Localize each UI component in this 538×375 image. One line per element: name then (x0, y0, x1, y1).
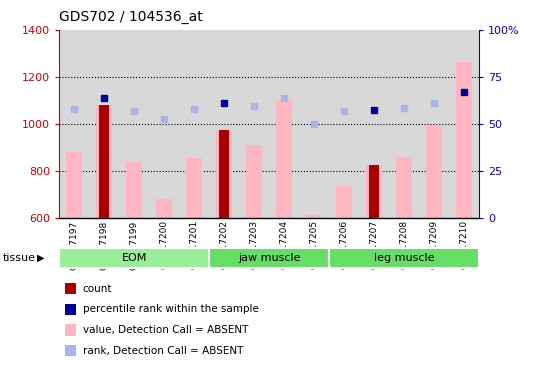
Bar (336, 186, 352, 218)
Text: leg muscle: leg muscle (373, 253, 434, 263)
Text: ▶: ▶ (37, 253, 44, 263)
Bar (89, 30, 119, 217)
Text: GDS702 / 104536_at: GDS702 / 104536_at (59, 10, 203, 24)
Bar (449, 30, 479, 217)
Bar (306, 215, 322, 217)
Bar (66, 152, 82, 217)
Bar (156, 199, 172, 217)
Text: count: count (83, 284, 112, 294)
Bar (389, 30, 419, 217)
Bar (99, 105, 109, 218)
Text: rank, Detection Call = ABSENT: rank, Detection Call = ABSENT (83, 346, 243, 355)
Bar (359, 30, 389, 217)
Bar (329, 248, 479, 268)
Bar (209, 248, 329, 268)
Bar (329, 30, 359, 217)
Bar (96, 105, 112, 218)
Text: percentile rank within the sample: percentile rank within the sample (83, 304, 259, 314)
Bar (149, 30, 179, 217)
Text: jaw muscle: jaw muscle (238, 253, 300, 263)
Bar (239, 30, 269, 217)
Bar (366, 165, 382, 218)
Bar (179, 30, 209, 217)
Text: tissue: tissue (3, 253, 36, 263)
Text: value, Detection Call = ABSENT: value, Detection Call = ABSENT (83, 325, 248, 335)
Bar (395, 157, 412, 218)
Bar (59, 30, 89, 217)
Bar (119, 30, 149, 217)
Bar (369, 165, 379, 218)
Bar (209, 30, 239, 217)
Bar (426, 126, 442, 218)
Bar (219, 130, 229, 218)
Bar (269, 30, 299, 217)
Bar (246, 145, 262, 218)
Bar (126, 162, 143, 218)
Bar (216, 130, 232, 218)
Bar (276, 100, 292, 218)
Bar (419, 30, 449, 217)
Bar (299, 30, 329, 217)
Bar (186, 158, 202, 218)
Bar (456, 62, 472, 217)
Bar (59, 248, 209, 268)
Text: EOM: EOM (122, 253, 147, 263)
